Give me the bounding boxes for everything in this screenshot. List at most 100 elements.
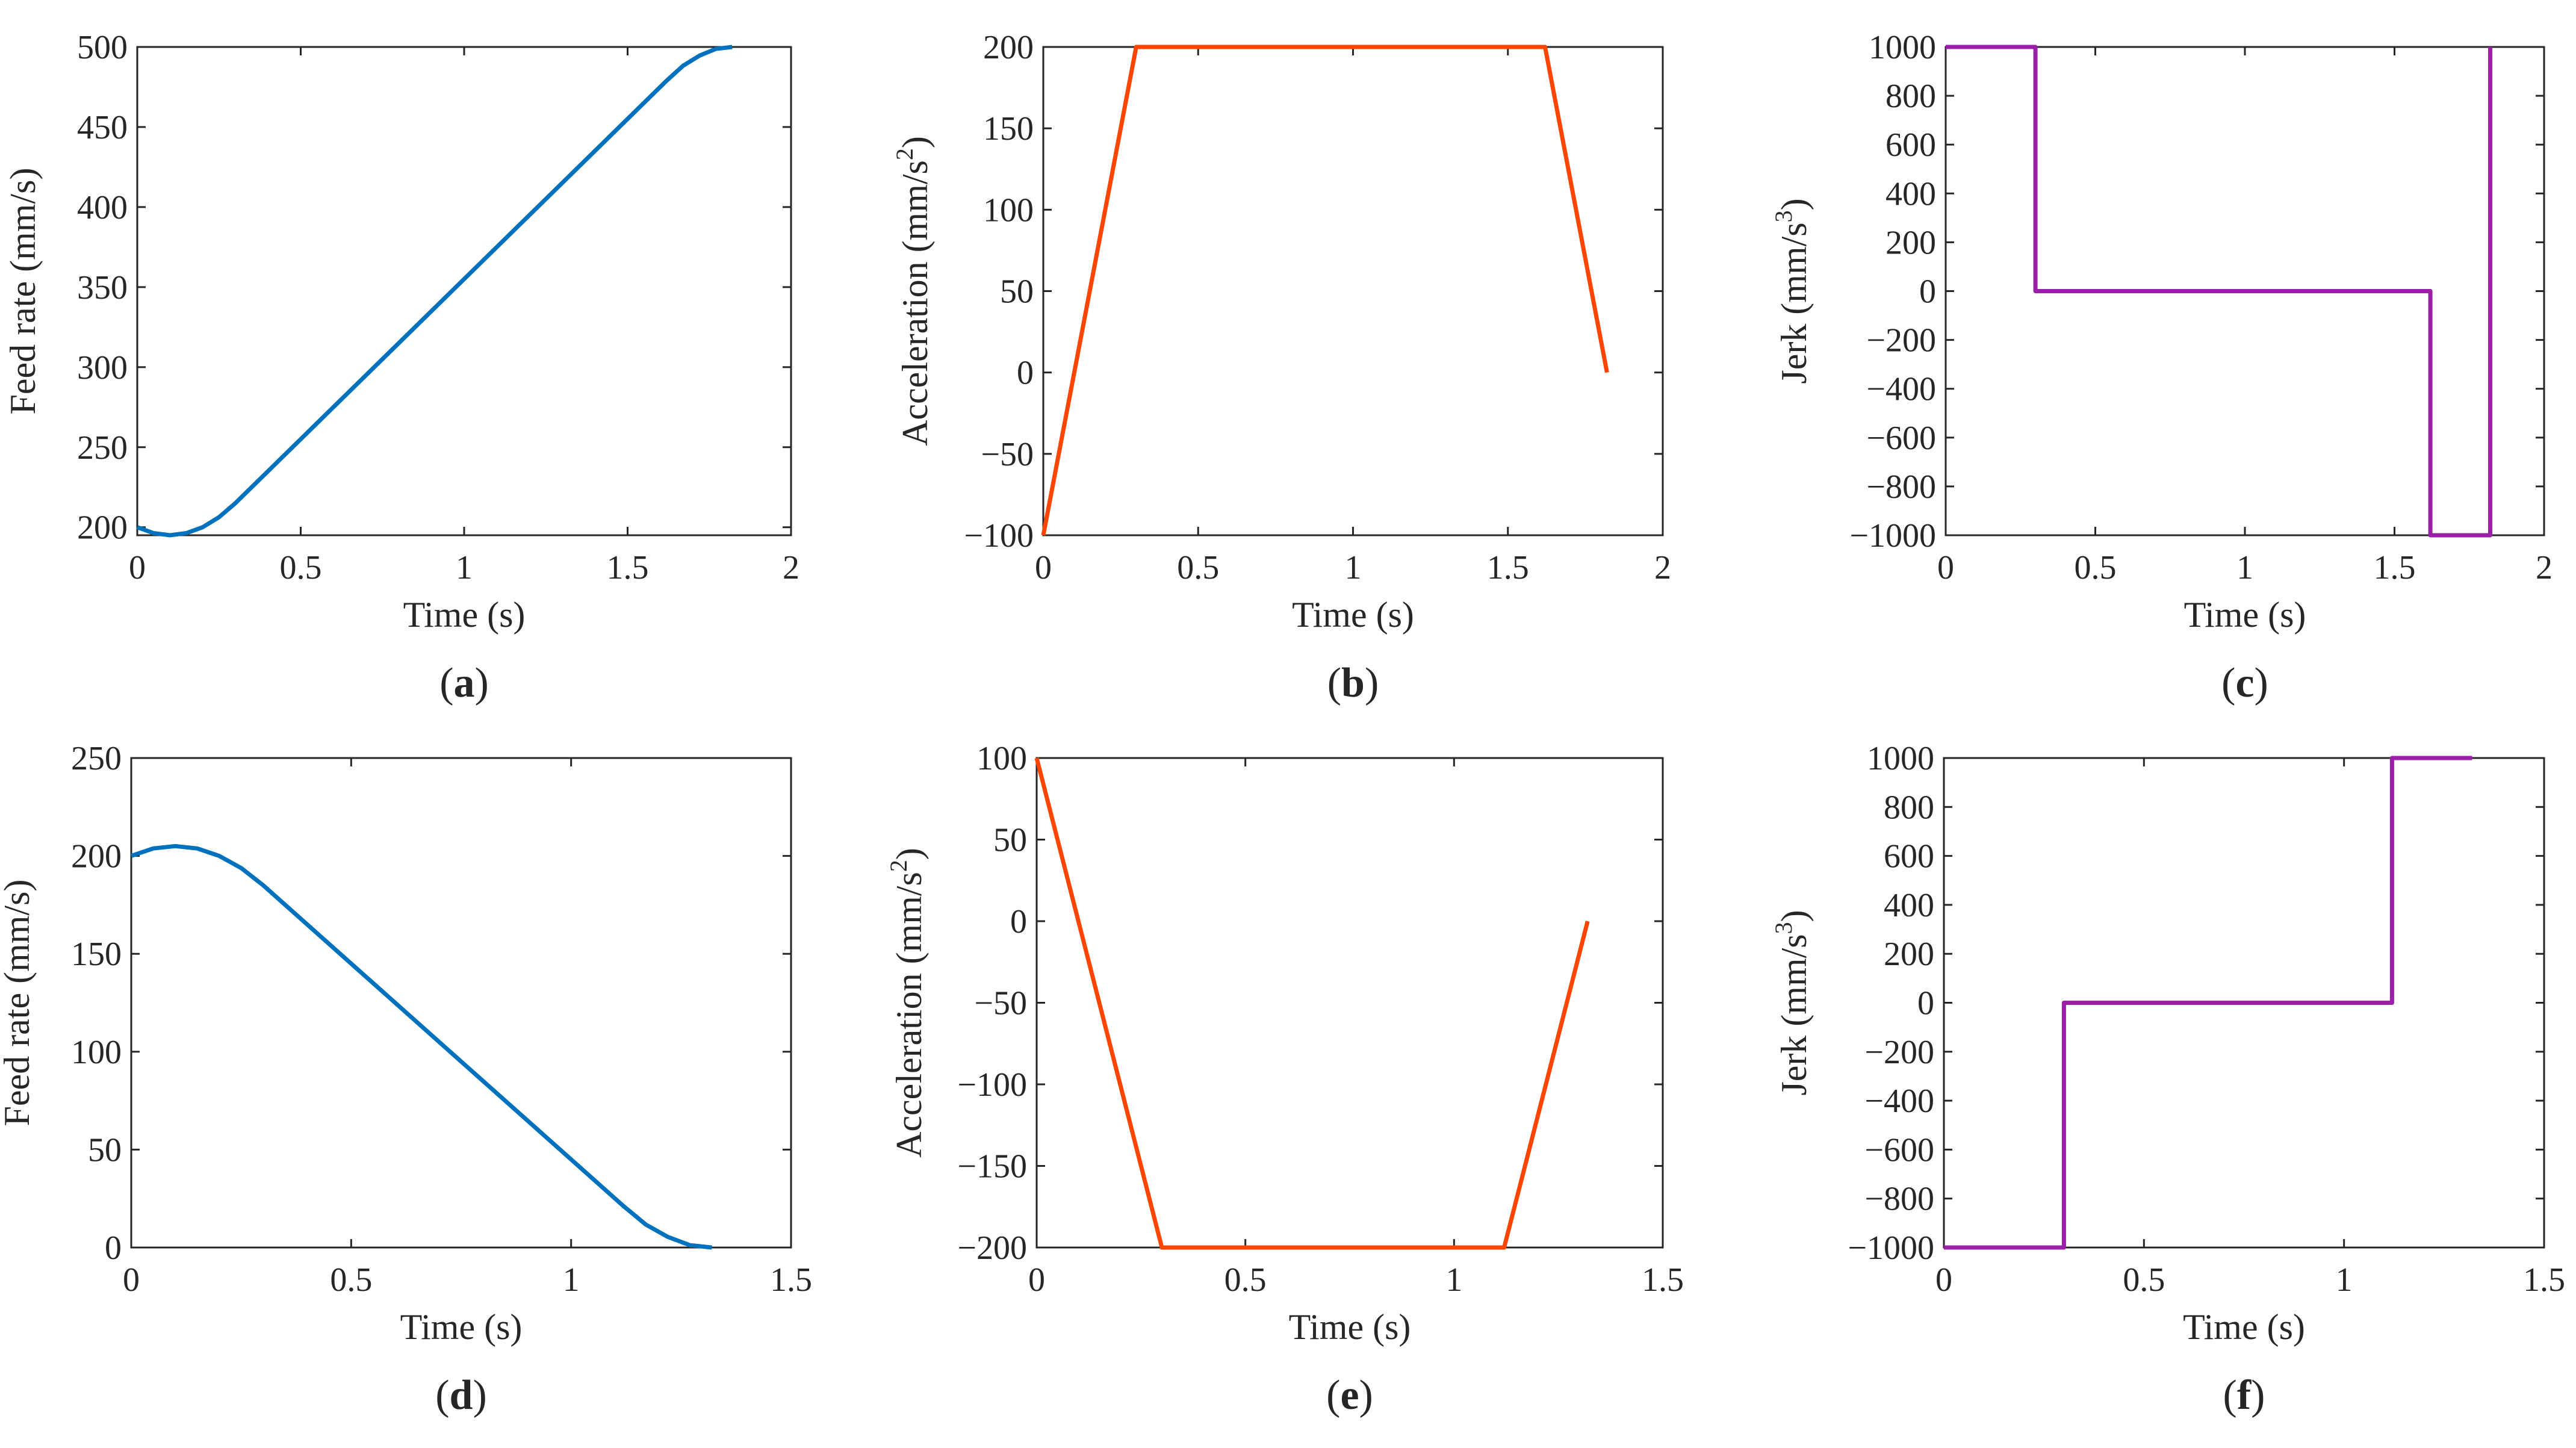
x-tick-label: 1.5 [607, 549, 649, 586]
y-axis-label-superscript: 2 [891, 148, 918, 160]
x-tick-label: 0 [1035, 549, 1052, 586]
panel-caption: (d) [435, 1372, 487, 1418]
x-tick-label: 0.5 [1224, 1261, 1267, 1299]
y-tick-label: 350 [77, 269, 128, 306]
y-tick-label: 600 [1884, 838, 1934, 875]
y-axis-label-text: Feed rate (mm/s) [0, 880, 37, 1126]
y-axis-label: Jerk (mm/s3) [1770, 198, 1814, 384]
caption-open-paren: ( [1327, 660, 1341, 706]
x-tick-label: 1.5 [1642, 1261, 1684, 1299]
y-tick-label: 0 [1017, 355, 1034, 392]
y-axis-label-close: ) [1774, 198, 1814, 210]
series-line-jerk [1944, 756, 2472, 1250]
y-tick-label: −100 [964, 517, 1034, 555]
caption-close-paren: ) [475, 660, 489, 706]
y-tick-label: 1000 [1867, 740, 1934, 777]
y-tick-label: 200 [77, 509, 128, 547]
y-tick-label: −400 [1864, 1083, 1934, 1120]
x-tick-label: 0 [1935, 1261, 1952, 1299]
y-axis-label-text: Feed rate (mm/s) [3, 168, 43, 415]
series-line-acceleration [1034, 757, 1590, 1250]
panel-caption: (a) [439, 660, 489, 706]
series-line-jerk [1946, 45, 2492, 538]
panel-caption: (b) [1327, 660, 1379, 706]
y-axis-label-superscript: 2 [885, 860, 912, 872]
chart-a: 0 0.5 1 1.5 2 200 250 300 350 400 450 500 Time (s) Fe… [3, 29, 799, 706]
chart-f: 0 0.5 1 1.5 −1000 −800 −600 −400 −200 0 200 400 600 8… [1770, 740, 2565, 1418]
x-axis-label: Time (s) [400, 1307, 523, 1347]
y-tick-label: 0 [1010, 903, 1027, 940]
y-axis-label: Feed rate (mm/s) [3, 168, 43, 415]
panel-caption: (f) [2223, 1372, 2265, 1418]
caption-letter: d [450, 1372, 473, 1418]
y-tick-label: −200 [957, 1229, 1027, 1267]
caption-letter: f [2237, 1372, 2252, 1418]
y-tick-label: 400 [77, 189, 128, 226]
y-tick-label: −400 [1866, 371, 1936, 408]
caption-close-paren: ) [473, 1372, 486, 1418]
y-tick-label: −800 [1866, 468, 1936, 506]
x-axis-label: Time (s) [2183, 1307, 2305, 1347]
caption-close-paren: ) [2251, 1372, 2265, 1418]
y-tick-label: 250 [77, 429, 128, 467]
x-tick-label: 1 [456, 549, 473, 586]
y-tick-label: 500 [77, 29, 128, 66]
y-tick-label: −600 [1864, 1131, 1934, 1169]
y-axis-label: Acceleration (mm/s2) [885, 848, 929, 1158]
x-tick-label: 1 [2236, 549, 2253, 586]
y-tick-label: 800 [1884, 789, 1934, 826]
y-tick-label: 50 [993, 822, 1027, 859]
y-tick-label: 50 [88, 1131, 122, 1169]
y-axis-label-superscript: 3 [1770, 210, 1797, 222]
caption-letter: c [2235, 660, 2254, 706]
y-axis-label: Jerk (mm/s3) [1770, 910, 1814, 1095]
y-tick-label: 0 [1919, 273, 1936, 311]
x-tick-label: 0.5 [1177, 549, 1219, 586]
x-axis-label: Time (s) [403, 595, 526, 635]
x-tick-label: 1.5 [1487, 549, 1529, 586]
y-axis-label-superscript: 3 [1770, 922, 1797, 934]
caption-open-paren: ( [435, 1372, 449, 1418]
y-axis-label-text: Acceleration (mm/s [889, 872, 929, 1158]
y-tick-label: −1000 [1848, 1229, 1934, 1267]
x-tick-label: 0 [1028, 1261, 1045, 1299]
chart-c: 0 0.5 1 1.5 2 −1000 −800 −600 −400 −200 0 200 400 600… [1770, 29, 2553, 706]
caption-close-paren: ) [2255, 660, 2268, 706]
x-tick-label: 1 [1345, 549, 1362, 586]
x-tick-label: 1.5 [770, 1261, 812, 1299]
x-axis-label: Time (s) [1289, 1307, 1411, 1347]
series-line-feed-rate [130, 844, 712, 1250]
plot-area [1042, 46, 1664, 536]
chart-b: 0 0.5 1 1.5 2 −100 −50 0 50 100 150 200 Time (s) Acce… [891, 29, 1671, 706]
x-tick-label: 1.5 [2374, 549, 2416, 586]
y-tick-label: −200 [1864, 1034, 1934, 1071]
chart-e: 0 0.5 1 1.5 −200 −150 −100 −50 0 50 100 Time (s) Acc… [885, 740, 1684, 1418]
y-tick-label: 100 [976, 740, 1027, 777]
x-tick-label: 1.5 [2523, 1261, 2565, 1299]
y-axis-label: Feed rate (mm/s) [0, 880, 37, 1126]
caption-open-paren: ( [2223, 1372, 2237, 1418]
caption-open-paren: ( [439, 660, 453, 706]
y-tick-label: 200 [71, 838, 122, 875]
series-line-acceleration [1041, 45, 1609, 536]
x-tick-label: 0.5 [280, 549, 322, 586]
caption-close-paren: ) [1365, 660, 1379, 706]
x-tick-label: 0.5 [330, 1261, 372, 1299]
y-axis-label-close: ) [1774, 910, 1814, 922]
y-axis-label-text: Jerk (mm/s [1774, 934, 1814, 1095]
y-tick-label: 100 [983, 191, 1034, 229]
y-tick-label: 200 [1885, 224, 1936, 261]
x-tick-label: 0.5 [2123, 1261, 2165, 1299]
caption-letter: a [454, 660, 475, 706]
plot-area [136, 46, 792, 536]
caption-close-paren: ) [1359, 1372, 1373, 1418]
x-tick-label: 0.5 [2075, 549, 2117, 586]
panel-caption: (c) [2221, 660, 2268, 706]
y-tick-label: 150 [71, 936, 122, 973]
y-tick-label: −100 [957, 1066, 1027, 1104]
caption-open-paren: ( [1326, 1372, 1340, 1418]
y-tick-label: −150 [957, 1148, 1027, 1185]
y-tick-label: 450 [77, 109, 128, 146]
y-tick-label: 400 [1885, 175, 1936, 213]
